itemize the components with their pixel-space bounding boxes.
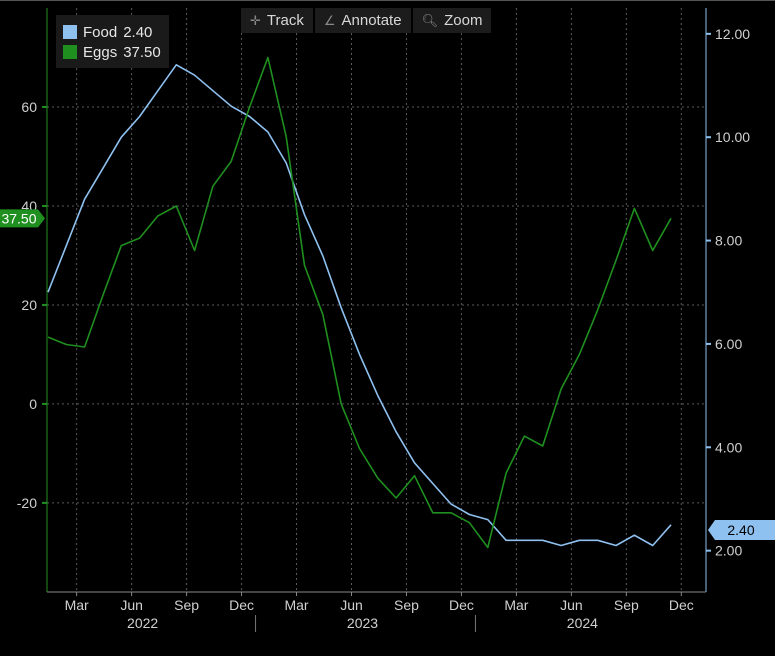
legend-value-food: 2.40	[123, 23, 153, 41]
x-tick-label: Sep	[394, 597, 419, 613]
eggs-tag-shape	[0, 209, 45, 228]
legend: Food 2.40 Eggs 37.50	[56, 15, 169, 68]
legend-value-eggs: 37.50	[123, 43, 161, 61]
zoom-button[interactable]: 🔍︎ Zoom	[412, 8, 492, 33]
zoom-label: Zoom	[444, 12, 483, 29]
right-tick-label: 8.00	[715, 233, 742, 249]
right-tick-label: 12.00	[715, 26, 750, 42]
series-line-food[interactable]	[47, 64, 672, 547]
crosshair-icon: ✛	[250, 12, 261, 28]
x-tick-label: Dec	[669, 597, 694, 613]
eggs-last-value-tag: 37.50	[0, 209, 45, 228]
chart-toolbar: ✛ Track ∠ Annotate 🔍︎ Zoom	[241, 8, 492, 33]
legend-label-food: Food	[83, 23, 118, 41]
track-label: Track	[266, 12, 304, 29]
eggs-tag-label: 37.50	[1, 210, 36, 226]
x-tick-label: Dec	[449, 597, 474, 613]
x-tick-label: Mar	[504, 597, 528, 613]
left-tick-label: 60	[21, 99, 37, 115]
x-tick-label: Mar	[65, 597, 89, 613]
x-tick-label: Sep	[174, 597, 199, 613]
top-border	[0, 0, 775, 1]
left-tick-label: 0	[29, 396, 37, 412]
year-label: 2024	[567, 615, 598, 631]
gridlines	[47, 8, 706, 592]
left-tick-label: 20	[21, 297, 37, 313]
legend-item-food[interactable]: Food 2.40	[63, 22, 161, 42]
x-tick-label: Jun	[120, 597, 143, 613]
annotate-button[interactable]: ∠ Annotate	[314, 8, 411, 33]
series-line-eggs[interactable]	[47, 56, 672, 549]
food-tag-shape	[708, 519, 775, 540]
right-tick-label: 10.00	[715, 129, 750, 145]
right-tick-label: 4.00	[715, 439, 742, 455]
pencil-icon: ∠	[323, 12, 336, 28]
legend-label-eggs: Eggs	[83, 43, 118, 61]
x-tick-label: Jun	[340, 597, 363, 613]
annotate-label: Annotate	[341, 12, 402, 29]
track-button[interactable]: ✛ Track	[241, 8, 313, 33]
x-tick-label: Mar	[284, 597, 308, 613]
x-tick-label: Dec	[229, 597, 254, 613]
right-tick-label: 2.00	[715, 543, 742, 559]
right-tick-label: 6.00	[715, 336, 742, 352]
year-label: 2022	[127, 615, 158, 631]
year-label: 2023	[347, 615, 378, 631]
food-tag-label: 2.40	[727, 522, 754, 538]
series-layer	[47, 56, 672, 549]
left-tick-label: -20	[17, 495, 37, 511]
legend-item-eggs[interactable]: Eggs 37.50	[63, 42, 161, 62]
x-tick-label: Sep	[614, 597, 639, 613]
legend-swatch-food	[63, 25, 77, 39]
magnifier-icon: 🔍︎	[421, 12, 439, 28]
legend-swatch-eggs	[63, 45, 77, 59]
x-tick-label: Jun	[560, 597, 583, 613]
food-last-value-tag: 2.40	[708, 519, 775, 540]
axes	[42, 8, 711, 632]
